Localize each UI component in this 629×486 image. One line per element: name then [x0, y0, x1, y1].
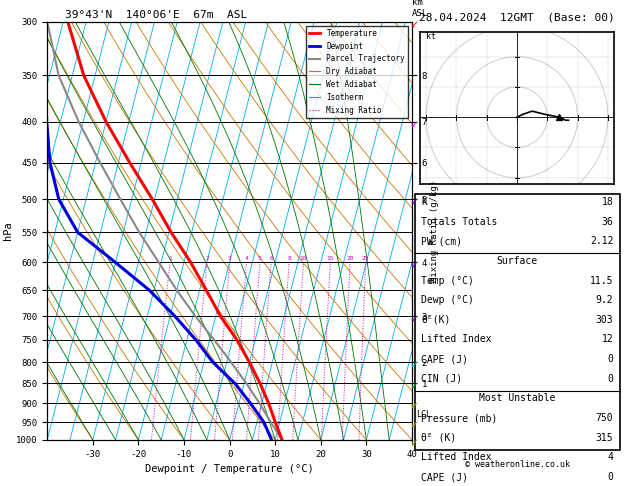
Text: →: → [407, 310, 420, 322]
Text: 2: 2 [205, 256, 209, 261]
Text: →: → [407, 256, 420, 269]
Text: 9.2: 9.2 [596, 295, 613, 305]
Text: 12: 12 [602, 334, 613, 345]
Text: Temp (°C): Temp (°C) [421, 276, 474, 286]
Text: 0: 0 [608, 472, 613, 482]
Text: K: K [421, 197, 427, 207]
Text: →: → [407, 193, 420, 206]
Text: CAPE (J): CAPE (J) [421, 354, 468, 364]
Text: 750: 750 [596, 413, 613, 423]
Text: 28.04.2024  12GMT  (Base: 00): 28.04.2024 12GMT (Base: 00) [420, 12, 615, 22]
Text: 20: 20 [347, 256, 354, 261]
Text: 303: 303 [596, 315, 613, 325]
Text: CAPE (J): CAPE (J) [421, 472, 468, 482]
Text: 4: 4 [245, 256, 248, 261]
Text: 6: 6 [269, 256, 273, 261]
Text: θᴱ (K): θᴱ (K) [421, 433, 457, 443]
Text: 0: 0 [608, 354, 613, 364]
Text: 15: 15 [326, 256, 334, 261]
Text: LCL: LCL [416, 410, 431, 419]
Text: 25: 25 [362, 256, 369, 261]
Text: 4: 4 [608, 452, 613, 462]
Text: 10: 10 [300, 256, 307, 261]
Text: kt: kt [426, 32, 437, 40]
Text: 39°43'N  140°06'E  67m  ASL: 39°43'N 140°06'E 67m ASL [65, 10, 248, 20]
Text: 0: 0 [608, 374, 613, 384]
Text: Dewp (°C): Dewp (°C) [421, 295, 474, 305]
Text: →: → [407, 16, 420, 28]
Text: Totals Totals: Totals Totals [421, 217, 498, 226]
Legend: Temperature, Dewpoint, Parcel Trajectory, Dry Adiabat, Wet Adiabat, Isotherm, Mi: Temperature, Dewpoint, Parcel Trajectory… [306, 26, 408, 118]
Text: →: → [407, 115, 420, 128]
Text: 18: 18 [602, 197, 613, 207]
Text: →: → [407, 397, 420, 410]
Text: 315: 315 [596, 433, 613, 443]
Text: →: → [407, 434, 420, 446]
Text: 5: 5 [258, 256, 262, 261]
Text: θᴱ(K): θᴱ(K) [421, 315, 450, 325]
Text: km
ASL: km ASL [412, 0, 428, 17]
X-axis label: Dewpoint / Temperature (°C): Dewpoint / Temperature (°C) [145, 464, 314, 474]
Text: CIN (J): CIN (J) [421, 374, 462, 384]
Text: Most Unstable: Most Unstable [479, 393, 555, 403]
Text: →: → [407, 356, 420, 369]
Text: © weatheronline.co.uk: © weatheronline.co.uk [465, 460, 570, 469]
Text: Lifted Index: Lifted Index [421, 334, 492, 345]
Text: Surface: Surface [497, 256, 538, 266]
Text: Pressure (mb): Pressure (mb) [421, 413, 498, 423]
Text: 1: 1 [168, 256, 172, 261]
Text: →: → [407, 377, 420, 390]
Text: 36: 36 [602, 217, 613, 226]
Text: →: → [407, 416, 420, 429]
Text: Lifted Index: Lifted Index [421, 452, 492, 462]
Text: 8: 8 [287, 256, 291, 261]
Text: 3: 3 [228, 256, 231, 261]
Y-axis label: Mixing Ratio (g/kg): Mixing Ratio (g/kg) [430, 180, 439, 282]
Text: 2.12: 2.12 [590, 236, 613, 246]
Text: 11.5: 11.5 [590, 276, 613, 286]
Text: PW (cm): PW (cm) [421, 236, 462, 246]
Y-axis label: hPa: hPa [3, 222, 13, 240]
